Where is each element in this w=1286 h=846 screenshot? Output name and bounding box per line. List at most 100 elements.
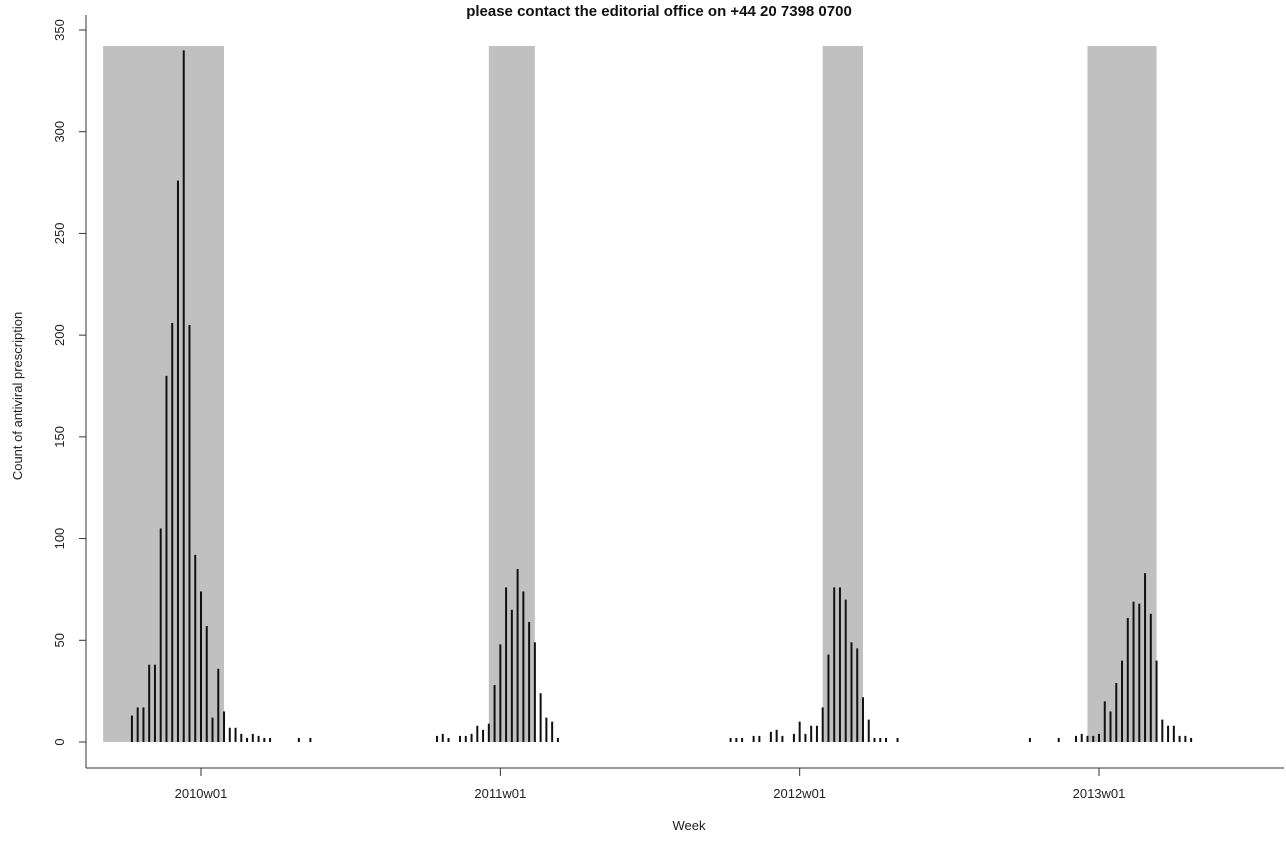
bar xyxy=(867,719,870,742)
bar xyxy=(171,322,174,742)
x-axis-ticks: 2010w01 2011w01 2012w01 2013w01 xyxy=(175,768,1125,801)
bar xyxy=(240,733,243,742)
bar xyxy=(499,644,502,742)
bar xyxy=(505,587,508,742)
bar xyxy=(1138,603,1141,742)
y-tick-label: 300 xyxy=(52,121,67,143)
bars-layer xyxy=(130,50,1193,743)
bar xyxy=(856,648,859,742)
bar xyxy=(545,717,548,742)
bar xyxy=(556,737,559,742)
bar xyxy=(159,528,162,742)
bar xyxy=(516,569,519,742)
bar xyxy=(810,725,813,742)
y-tick-label: 50 xyxy=(52,633,67,647)
bar xyxy=(234,727,237,742)
bar xyxy=(1103,701,1106,742)
shaded-period-3 xyxy=(822,46,863,742)
bar xyxy=(1155,660,1158,742)
bar xyxy=(148,664,151,742)
bar xyxy=(165,375,168,742)
y-tick-label: 0 xyxy=(52,738,67,745)
bar xyxy=(804,733,807,742)
y-tick-label: 250 xyxy=(52,223,67,245)
bar xyxy=(1184,735,1187,742)
bar xyxy=(1092,735,1095,742)
bar xyxy=(194,554,197,742)
bar xyxy=(228,727,231,742)
bar xyxy=(1057,737,1060,742)
bar xyxy=(1109,711,1112,742)
bar xyxy=(269,737,272,742)
bar xyxy=(493,685,496,742)
x-tick-label: 2012w01 xyxy=(773,786,826,801)
bar xyxy=(297,737,300,742)
shaded-period-1 xyxy=(103,46,225,742)
bar xyxy=(522,591,525,742)
banner-text: please contact the editorial office on +… xyxy=(466,3,852,20)
bar xyxy=(1161,719,1164,742)
bar xyxy=(729,737,732,742)
bar xyxy=(844,599,847,742)
y-tick-label: 350 xyxy=(52,19,67,41)
bar xyxy=(200,591,202,742)
bar xyxy=(1086,735,1089,742)
bar xyxy=(821,707,824,742)
bar xyxy=(436,735,439,742)
bar xyxy=(217,668,220,742)
bar xyxy=(487,723,490,742)
bar xyxy=(850,642,853,742)
bar xyxy=(873,737,876,742)
y-tick-label: 150 xyxy=(52,426,67,448)
bar xyxy=(1080,733,1083,742)
bar xyxy=(1167,725,1170,742)
bar xyxy=(1028,737,1031,742)
bar xyxy=(1144,573,1147,742)
y-tick-label: 100 xyxy=(52,528,67,550)
bar xyxy=(1115,683,1118,742)
bar xyxy=(1132,601,1135,742)
bar xyxy=(741,737,744,742)
bar xyxy=(769,731,772,742)
bar xyxy=(775,729,778,742)
bar xyxy=(815,725,818,742)
bar xyxy=(533,642,536,742)
bar xyxy=(257,735,260,742)
bar xyxy=(833,587,836,742)
bar xyxy=(142,707,145,742)
bar xyxy=(1098,733,1100,742)
bar xyxy=(879,737,882,742)
bar xyxy=(735,737,738,742)
bar xyxy=(482,729,485,742)
bar xyxy=(798,721,801,742)
bar xyxy=(1190,737,1193,742)
bar xyxy=(309,737,312,742)
y-axis-ticks: 0 50 100 150 200 250 300 350 xyxy=(52,19,86,746)
bar xyxy=(263,737,266,742)
bar xyxy=(1149,613,1152,742)
bar xyxy=(153,664,156,742)
bar xyxy=(758,735,761,742)
bar xyxy=(441,733,444,742)
bar xyxy=(464,735,467,742)
bar xyxy=(539,693,542,742)
bar xyxy=(1121,660,1124,742)
bar xyxy=(176,180,179,743)
bar xyxy=(447,737,450,742)
bar xyxy=(1126,617,1129,742)
seasonal-shading-layer xyxy=(103,46,1157,742)
bar xyxy=(1172,725,1175,742)
bar xyxy=(251,733,254,742)
bar xyxy=(885,737,888,742)
bar xyxy=(188,324,191,742)
bar xyxy=(182,50,185,743)
bar xyxy=(896,737,899,742)
bar xyxy=(246,737,249,742)
shaded-period-4 xyxy=(1087,46,1157,742)
y-tick-label: 200 xyxy=(52,324,67,346)
bar xyxy=(752,735,755,742)
x-axis-title: Week xyxy=(673,818,706,833)
bar xyxy=(476,725,479,742)
bar xyxy=(792,733,795,742)
bar xyxy=(827,654,830,742)
